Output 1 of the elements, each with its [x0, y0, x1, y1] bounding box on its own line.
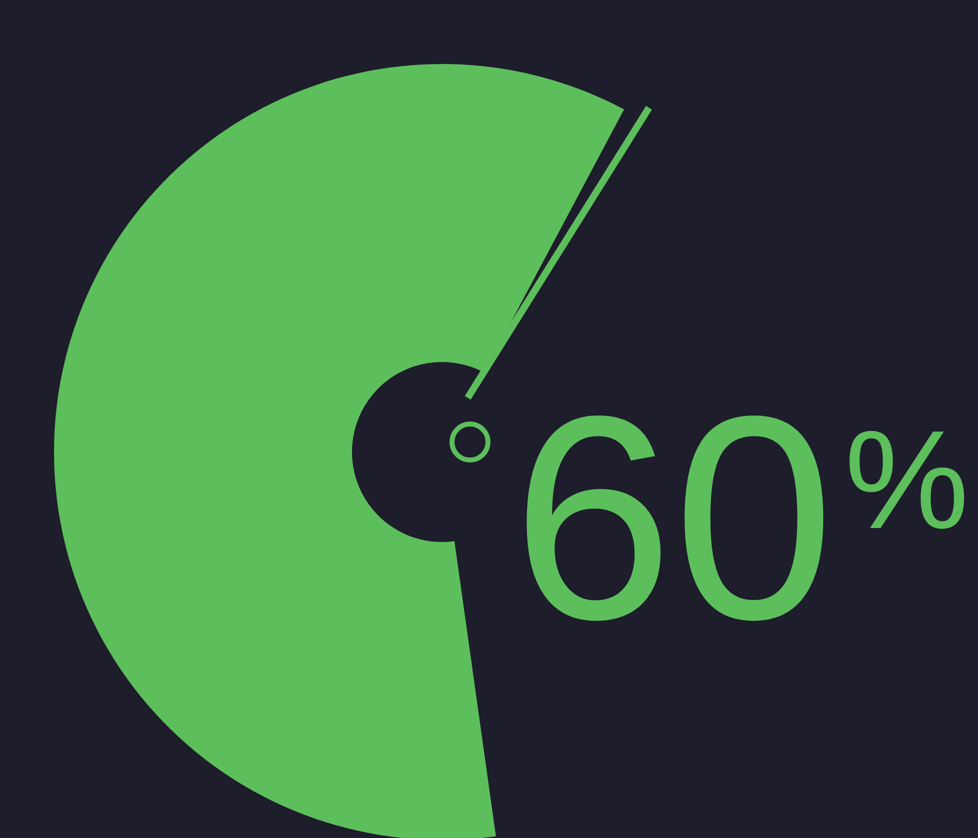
data-label: 60$^{%}$: [512, 356, 970, 680]
